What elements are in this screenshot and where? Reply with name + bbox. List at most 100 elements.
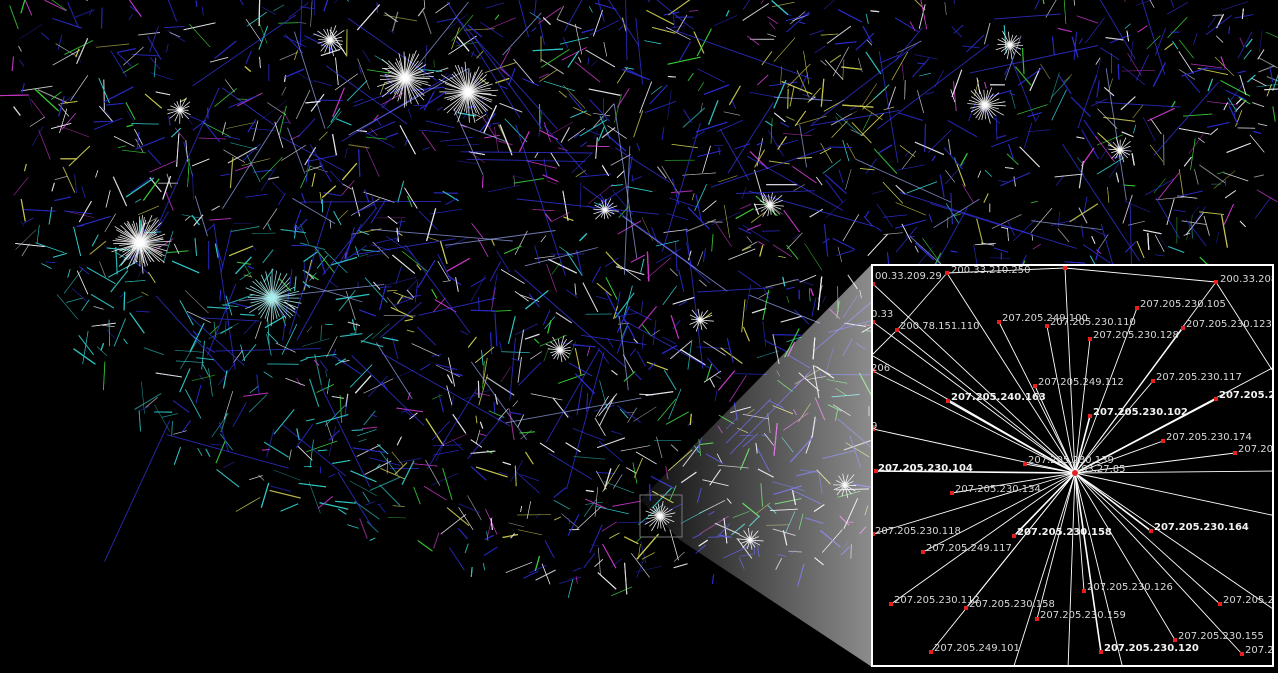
network-link bbox=[747, 35, 760, 46]
network-link bbox=[668, 388, 682, 420]
inset-edge bbox=[1074, 452, 1236, 474]
network-link bbox=[211, 205, 220, 211]
network-link bbox=[230, 226, 260, 233]
hub-spoke bbox=[317, 30, 331, 41]
network-link bbox=[631, 174, 634, 183]
network-link bbox=[423, 91, 435, 111]
network-link bbox=[345, 290, 356, 320]
hub-spoke bbox=[404, 64, 427, 79]
hub-spoke bbox=[604, 209, 609, 219]
network-link bbox=[147, 36, 162, 60]
network-link bbox=[40, 32, 50, 40]
network-link bbox=[1078, 38, 1083, 44]
inset-edge bbox=[1074, 367, 1272, 474]
network-link bbox=[435, 2, 450, 14]
network-link bbox=[316, 414, 349, 425]
network-link bbox=[1166, 198, 1175, 226]
network-link bbox=[1124, 0, 1126, 2]
network-link bbox=[429, 208, 463, 215]
network-link bbox=[384, 12, 398, 23]
network-link bbox=[353, 98, 364, 103]
network-link bbox=[318, 131, 328, 141]
network-link bbox=[232, 223, 252, 225]
network-link bbox=[723, 111, 741, 116]
network-link bbox=[682, 172, 716, 176]
network-link bbox=[876, 227, 882, 232]
network-link bbox=[135, 198, 142, 203]
network-link bbox=[317, 496, 334, 509]
hub-spoke bbox=[984, 98, 1000, 106]
network-link bbox=[440, 514, 467, 535]
hub-spoke bbox=[691, 309, 701, 321]
network-link bbox=[663, 369, 677, 390]
network-link bbox=[122, 63, 139, 74]
network-link bbox=[331, 395, 344, 399]
network-link bbox=[860, 113, 885, 137]
network-link bbox=[233, 349, 243, 363]
inset-node bbox=[873, 427, 875, 431]
network-link bbox=[1024, 122, 1033, 148]
network-link bbox=[439, 240, 448, 265]
network-link bbox=[702, 145, 711, 173]
network-link bbox=[381, 352, 511, 427]
inset-edge bbox=[873, 329, 898, 355]
network-link bbox=[1121, 131, 1134, 138]
hub-spoke bbox=[271, 294, 296, 299]
network-link bbox=[550, 152, 560, 167]
hub-spoke bbox=[550, 341, 561, 351]
network-link bbox=[541, 563, 551, 585]
network-link bbox=[68, 145, 91, 167]
network-link bbox=[144, 217, 158, 225]
network-link bbox=[99, 261, 106, 278]
network-link bbox=[411, 1, 469, 73]
network-link bbox=[228, 95, 257, 109]
hub-spoke bbox=[320, 39, 331, 52]
hub-spoke bbox=[260, 297, 273, 319]
network-link bbox=[499, 102, 523, 113]
inset-node bbox=[873, 369, 875, 373]
network-link bbox=[284, 68, 305, 78]
network-hub bbox=[438, 61, 499, 123]
inset-edges bbox=[873, 267, 1272, 665]
network-link bbox=[63, 210, 93, 215]
network-link bbox=[568, 362, 593, 377]
network-link bbox=[502, 533, 519, 539]
network-link bbox=[516, 198, 659, 215]
network-link bbox=[451, 438, 464, 451]
network-link bbox=[44, 0, 67, 12]
network-link bbox=[404, 244, 471, 334]
network-link bbox=[378, 503, 386, 513]
network-link bbox=[773, 334, 801, 336]
hub-spoke bbox=[329, 39, 343, 42]
hub-spoke bbox=[139, 233, 166, 244]
network-link bbox=[489, 261, 502, 282]
network-link bbox=[1207, 121, 1230, 128]
network-link bbox=[778, 255, 786, 258]
network-link bbox=[562, 190, 569, 221]
network-link bbox=[655, 248, 681, 264]
network-link bbox=[706, 357, 721, 374]
network-link bbox=[718, 147, 721, 156]
network-link bbox=[13, 176, 29, 196]
network-link bbox=[895, 27, 923, 61]
network-link bbox=[793, 184, 805, 191]
network-link bbox=[126, 295, 143, 304]
network-link bbox=[324, 250, 348, 274]
network-link bbox=[246, 154, 261, 183]
network-link bbox=[552, 397, 569, 418]
network-link bbox=[67, 268, 71, 278]
hub-spoke bbox=[467, 69, 483, 93]
network-link bbox=[288, 200, 332, 335]
hub-spoke bbox=[404, 53, 420, 79]
network-link bbox=[650, 329, 660, 337]
network-link bbox=[399, 125, 416, 155]
network-link bbox=[633, 406, 657, 422]
hub-spoke bbox=[139, 242, 144, 274]
hub-spoke bbox=[313, 33, 331, 41]
network-link bbox=[394, 462, 408, 475]
network-link bbox=[352, 447, 385, 453]
network-link bbox=[687, 206, 710, 230]
network-link bbox=[1127, 53, 1142, 76]
hub-spoke bbox=[386, 77, 406, 92]
network-hub bbox=[967, 87, 1006, 124]
